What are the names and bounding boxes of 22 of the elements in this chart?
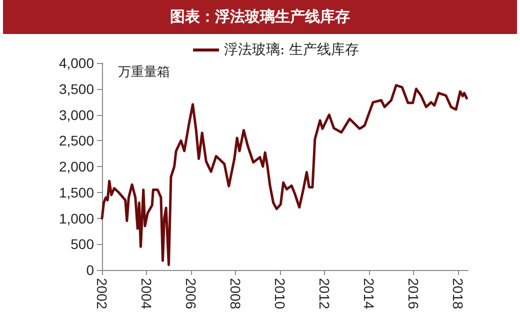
y-tick-label: 3,000 bbox=[58, 106, 94, 123]
x-tick-label: 2006 bbox=[182, 278, 199, 310]
y-axis-title: 万重量箱 bbox=[118, 65, 170, 80]
legend-label: 浮法玻璃: 生产线库存 bbox=[224, 42, 360, 58]
y-tick-label: 0 bbox=[86, 262, 94, 278]
x-tick-label: 2008 bbox=[227, 278, 244, 310]
y-tick-label: 3,500 bbox=[58, 80, 94, 97]
x-tick-label: 2018 bbox=[450, 278, 466, 310]
y-tick-label: 2,500 bbox=[58, 132, 94, 149]
y-tick-label: 1,000 bbox=[58, 210, 94, 226]
y-tick-label: 4,000 bbox=[58, 55, 94, 71]
x-tick-label: 2010 bbox=[272, 278, 288, 310]
line-series bbox=[100, 84, 468, 266]
x-tick-label: 2002 bbox=[94, 278, 110, 310]
y-tick-label: 500 bbox=[70, 236, 94, 252]
y-tick-label: 2,000 bbox=[58, 158, 94, 174]
x-tick-label: 2016 bbox=[405, 278, 422, 310]
x-tick-label: 2014 bbox=[360, 278, 377, 310]
x-tick-label: 2012 bbox=[316, 278, 332, 310]
x-tick-label: 2004 bbox=[138, 278, 154, 310]
chart-title: 图表：浮法玻璃生产线库存 bbox=[170, 8, 350, 26]
y-tick-label: 1,500 bbox=[58, 184, 94, 200]
